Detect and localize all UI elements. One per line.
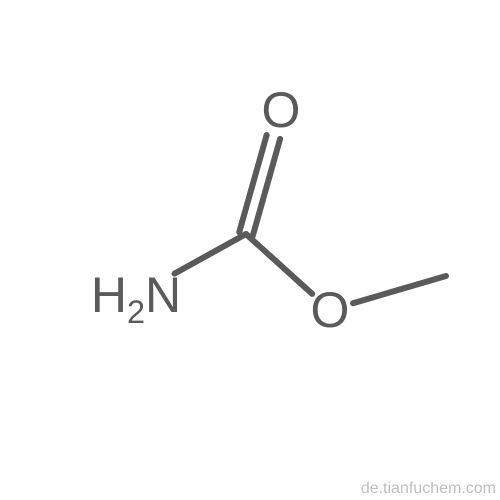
- atom-O_carbonyl: O: [262, 81, 301, 139]
- molecule-diagram: { "canvas": { "width": 500, "height": 50…: [0, 0, 500, 500]
- watermark-text: de.tianfuchem.com: [361, 480, 496, 497]
- bond-layer: [0, 0, 500, 500]
- atom-N_amine: H2N: [91, 266, 181, 324]
- watermark: de.tianfuchem.com: [361, 480, 496, 498]
- atom-O_ester: O: [311, 281, 350, 339]
